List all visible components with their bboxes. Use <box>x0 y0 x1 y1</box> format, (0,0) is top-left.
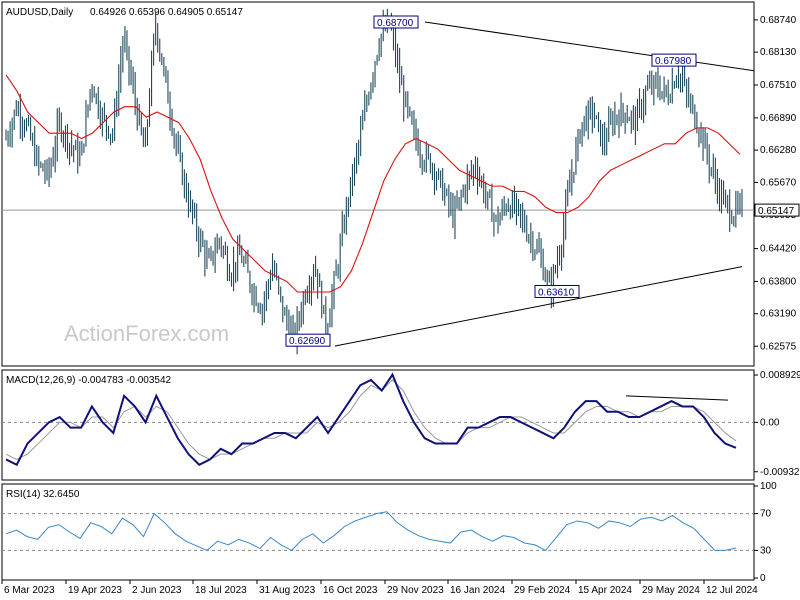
current-price-box <box>754 203 800 217</box>
price-label-text: 0.62690 <box>289 336 326 347</box>
price-y-axis: 0.68740 0.68130 0.67510 0.66890 0.66280 0.656… <box>754 15 797 352</box>
rsi-header: RSI(14) 32.6450 <box>6 489 80 500</box>
rsi-lines <box>5 511 737 552</box>
price-y-tick-label: 0.68130 <box>760 47 797 58</box>
rsi-y-axis: 100 70 30 0 <box>2 481 777 584</box>
price-y-tick-label: 0.67510 <box>760 80 797 91</box>
x-tick-label: 18 Jul 2023 <box>195 585 247 596</box>
x-tick-label: 2 Jun 2023 <box>132 585 182 596</box>
price-y-tick-label: 0.64420 <box>760 244 797 255</box>
moving-average <box>5 74 741 293</box>
current-price-line: 0.65147 <box>2 203 800 217</box>
x-tick-label: 6 Mar 2023 <box>4 585 55 596</box>
price-label-text: 0.63610 <box>538 287 575 298</box>
panel-frames <box>1 1 755 581</box>
macd-header: MACD(12,26,9) -0.004783 -0.003542 <box>6 375 172 386</box>
x-tick-label: 15 Apr 2024 <box>578 585 632 596</box>
x-tick-label: 19 Apr 2023 <box>68 585 122 596</box>
upper-trendline <box>424 21 755 72</box>
x-tick-label: 29 May 2024 <box>642 585 700 596</box>
price-header-ohlc: 0.64926 0.65396 0.64905 0.65147 <box>90 7 243 18</box>
rsi-y-tick-label: 70 <box>760 509 772 520</box>
macd-main-line <box>5 372 737 467</box>
macd-y-tick-label: 0.008929 <box>760 370 800 381</box>
price-y-tick-label: 0.66280 <box>760 145 797 156</box>
price-header-title: AUDUSD,Daily <box>6 7 73 18</box>
watermark: ActionForex.com <box>64 321 229 346</box>
macd-y-tick-label: 0.00 <box>760 417 780 428</box>
price-y-tick-label: 0.66890 <box>760 113 797 124</box>
price-y-tick-label: 0.63190 <box>760 309 797 320</box>
x-tick-label: 16 Oct 2023 <box>323 585 378 596</box>
price-label-box <box>373 15 419 29</box>
x-tick-label: 12 Jul 2024 <box>706 585 758 596</box>
lower-trendline <box>334 266 743 347</box>
price-label-box <box>534 284 580 298</box>
x-tick-label: 29 Feb 2024 <box>514 585 571 596</box>
macd-divergence-line <box>625 395 729 401</box>
macd-panel-frame <box>1 369 755 481</box>
rsi-line <box>5 511 737 552</box>
price-y-tick-label: 0.65670 <box>760 177 797 188</box>
x-tick-label: 31 Aug 2023 <box>259 585 316 596</box>
rsi-y-tick-label: 0 <box>760 573 766 584</box>
price-y-tick-label: 0.68740 <box>760 15 797 26</box>
rsi-y-tick-label: 30 <box>760 545 772 556</box>
macd-signal-line <box>5 379 737 461</box>
x-tick-label: 29 Nov 2023 <box>387 585 444 596</box>
price-panel-frame <box>1 1 755 367</box>
moving-average-line <box>5 74 741 293</box>
trendlines <box>334 21 755 347</box>
price-label-text: 0.68700 <box>377 18 414 29</box>
rsi-y-tick-label: 100 <box>760 481 777 492</box>
price-bars <box>5 8 743 355</box>
macd-lines <box>5 372 737 467</box>
price-label-box <box>285 333 331 347</box>
x-axis: 6 Mar 2023 19 Apr 2023 2 Jun 2023 18 Jul 20… <box>1 580 758 596</box>
price-labels: 0.68700 0.67980 0.62690 0.63610 <box>285 15 697 347</box>
price-label-box <box>651 53 697 67</box>
price-y-tick-label: 0.63800 <box>760 276 797 287</box>
price-label-text: 0.67980 <box>655 56 692 67</box>
x-tick-label: 16 Jan 2024 <box>450 585 505 596</box>
price-y-tick-label: 0.62575 <box>760 341 797 352</box>
rsi-panel-frame <box>1 483 755 581</box>
current-price-value: 0.65147 <box>758 206 795 217</box>
